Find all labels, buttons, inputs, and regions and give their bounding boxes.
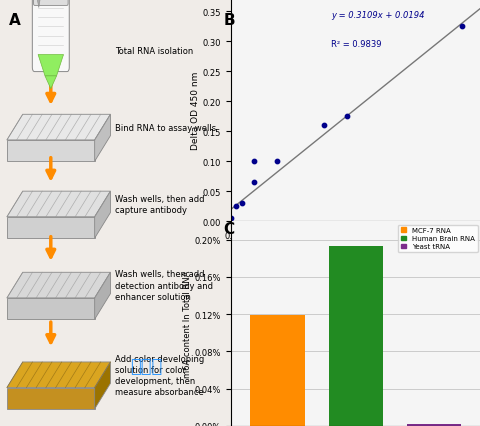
Polygon shape: [7, 273, 110, 298]
Point: [457, 23, 465, 30]
Polygon shape: [36, 0, 41, 9]
Polygon shape: [95, 192, 110, 239]
Polygon shape: [38, 55, 63, 77]
Polygon shape: [95, 362, 110, 409]
Y-axis label: Delta OD 450 nm: Delta OD 450 nm: [191, 72, 200, 150]
Point: [342, 113, 350, 120]
Point: [250, 179, 257, 186]
Text: C: C: [223, 222, 234, 236]
Text: Bind RNA to assay wells: Bind RNA to assay wells: [115, 123, 216, 132]
Bar: [250, 315, 304, 426]
Text: B: B: [223, 13, 235, 28]
X-axis label: m6A Standard (ng/well): m6A Standard (ng/well): [301, 243, 409, 252]
Text: Add color developing
solution for color
development, then
measure absorbance: Add color developing solution for color …: [115, 354, 204, 396]
Bar: [406, 424, 460, 426]
Point: [227, 215, 234, 222]
Text: Wash wells, then add
capture antibody: Wash wells, then add capture antibody: [115, 194, 204, 215]
Legend: MCF-7 RNA, Human Brain RNA, Yeast tRNA: MCF-7 RNA, Human Brain RNA, Yeast tRNA: [397, 225, 477, 253]
Point: [250, 158, 257, 165]
Text: y = 0.3109x + 0.0194: y = 0.3109x + 0.0194: [330, 11, 423, 20]
Point: [319, 122, 327, 129]
Polygon shape: [7, 388, 95, 409]
Text: A: A: [9, 13, 21, 28]
Y-axis label: m6A content In Total RNA: m6A content In Total RNA: [182, 270, 192, 377]
Polygon shape: [45, 77, 57, 89]
Polygon shape: [7, 115, 110, 141]
Text: 普洱茶: 普洱茶: [130, 357, 162, 375]
Polygon shape: [7, 141, 95, 162]
FancyBboxPatch shape: [34, 0, 68, 6]
Polygon shape: [7, 217, 95, 239]
Polygon shape: [7, 362, 110, 388]
Point: [231, 203, 239, 210]
Bar: [328, 247, 383, 426]
Polygon shape: [95, 273, 110, 320]
Polygon shape: [95, 115, 110, 162]
Text: Total RNA isolation: Total RNA isolation: [115, 46, 193, 56]
Point: [273, 158, 280, 165]
Text: R² = 0.9839: R² = 0.9839: [330, 40, 381, 49]
Point: [238, 200, 246, 207]
Polygon shape: [7, 298, 95, 320]
Polygon shape: [7, 192, 110, 217]
Text: Wash wells, then add
detection antibody and
enhancer solution: Wash wells, then add detection antibody …: [115, 270, 213, 301]
FancyBboxPatch shape: [32, 0, 69, 72]
